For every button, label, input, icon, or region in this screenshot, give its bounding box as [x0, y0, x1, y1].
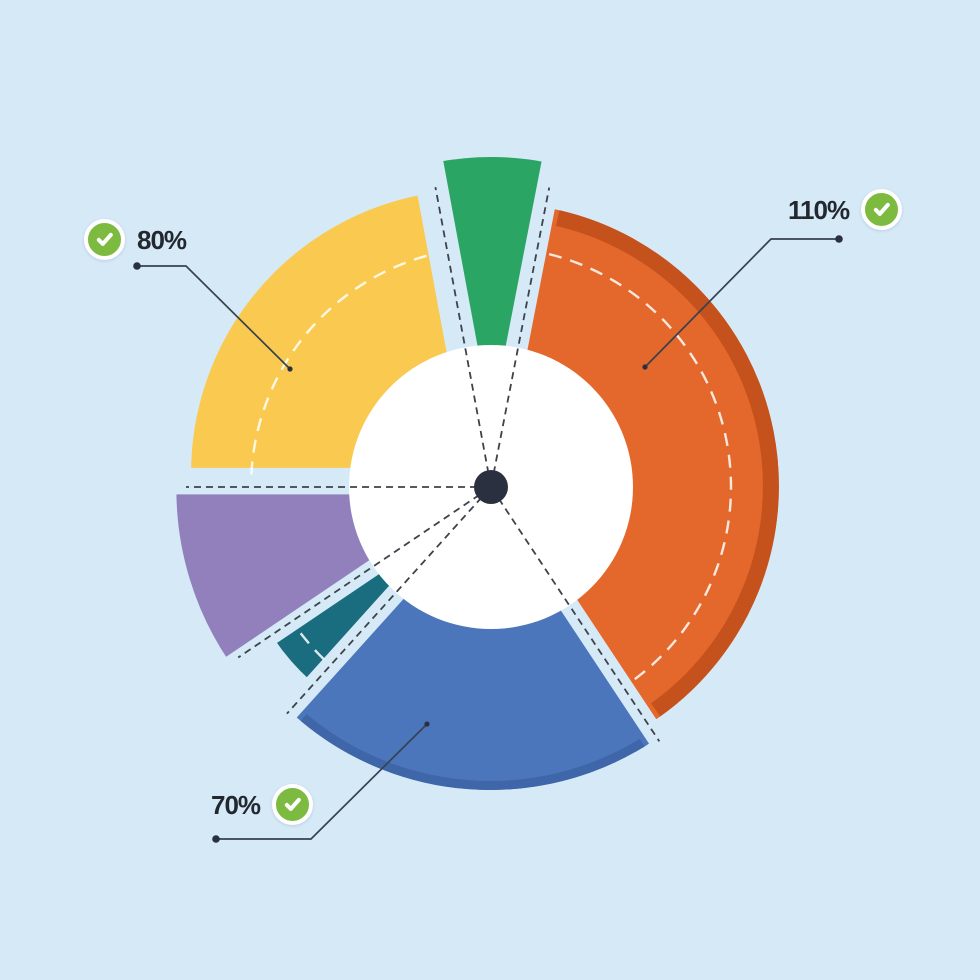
dashed-guide-arc-orange — [548, 252, 733, 681]
leader-dot — [835, 235, 843, 243]
boundary-line — [497, 498, 661, 742]
percent-label: 80% — [137, 224, 187, 255]
leader-dot — [642, 364, 648, 370]
callout-110-percent: 110% — [788, 189, 903, 230]
percent-label: 110% — [788, 194, 850, 225]
leader-line-0 — [137, 265, 291, 370]
leader-line-1 — [644, 238, 839, 368]
check-icon — [861, 189, 903, 230]
leader-dot — [424, 721, 430, 727]
dashed-guide-arc-yellow — [250, 252, 436, 475]
center-hub — [474, 470, 508, 504]
sector-rim-blue — [300, 714, 645, 790]
check-icon — [272, 784, 314, 825]
boundary-line — [492, 187, 551, 474]
dashed-guide-arc-teal — [296, 627, 325, 661]
sector-rim-orange — [555, 210, 779, 717]
leader-dot — [287, 366, 293, 372]
sector-blue — [282, 486, 663, 800]
leader-dot — [212, 835, 220, 843]
sector-orange — [490, 197, 789, 734]
sector-green — [431, 147, 554, 448]
percent-label: 70% — [211, 789, 261, 820]
boundary-line — [237, 494, 480, 659]
leader-dot — [133, 262, 141, 270]
leader-line-2 — [216, 723, 428, 840]
boundary-line — [286, 496, 483, 715]
callout-70-percent: 70% — [211, 784, 314, 825]
check-icon — [84, 219, 125, 260]
boundary-line — [434, 186, 490, 474]
callout-80-percent: 80% — [84, 219, 187, 260]
